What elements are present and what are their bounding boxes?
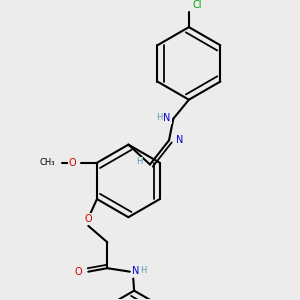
Text: H: H: [136, 158, 142, 166]
Text: N: N: [176, 135, 183, 145]
Text: H: H: [140, 266, 146, 275]
Text: N: N: [164, 113, 171, 123]
Text: Cl: Cl: [192, 0, 202, 10]
Text: O: O: [75, 267, 82, 277]
Text: H: H: [157, 113, 163, 122]
Text: O: O: [69, 158, 76, 168]
Text: CH₃: CH₃: [40, 158, 56, 167]
Text: O: O: [85, 214, 92, 224]
Text: N: N: [131, 266, 139, 276]
